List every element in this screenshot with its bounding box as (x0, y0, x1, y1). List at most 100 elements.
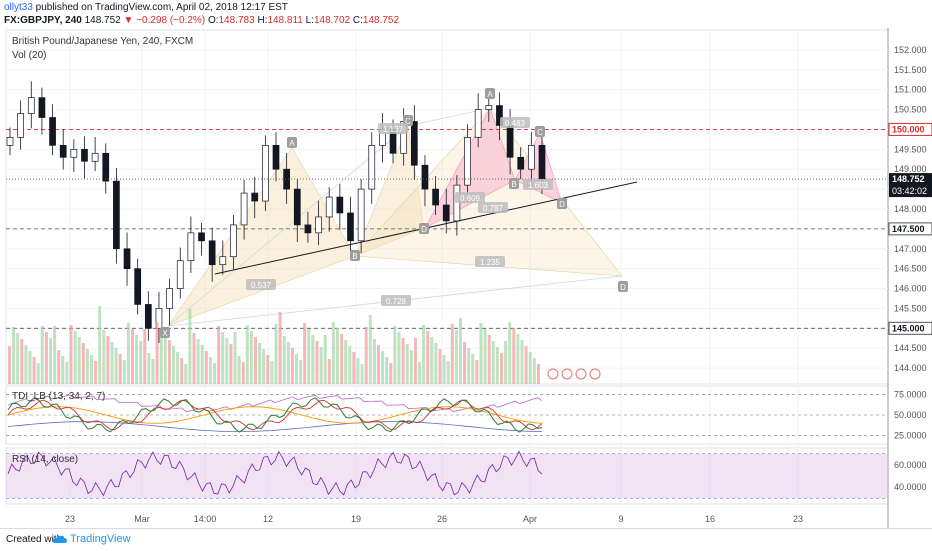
volume-bar (53, 326, 57, 384)
chart-canvas[interactable]: 144.000 144.500 145.000 145.500 146.000 146.5… (0, 28, 932, 548)
time-tick-label: Apr (523, 514, 537, 524)
candle-body (123, 248, 131, 270)
level-badge (888, 321, 932, 335)
volume-bar (467, 348, 471, 384)
volume-bar (106, 336, 110, 384)
volume-bar (241, 362, 245, 384)
volume-bar (307, 329, 311, 384)
close-label: C: (352, 15, 363, 26)
candle-body (27, 97, 35, 114)
publish-info: published on TradingView.com, April 02, … (32, 2, 288, 13)
price-tick-label: 144.500 (894, 343, 927, 353)
volume-bar (278, 312, 282, 384)
pattern-leg (167, 125, 409, 327)
volume-bar (422, 325, 426, 384)
volume-bar (40, 326, 44, 384)
ratio-badge (378, 123, 408, 134)
volume-bar (459, 318, 462, 384)
tdi-title: TDI_LB (13, 34, 2, 7) (12, 391, 105, 402)
tdi-rsi-line (7, 396, 543, 433)
candle-body (251, 192, 259, 202)
volume-bar (397, 332, 401, 384)
candle-body (81, 148, 88, 162)
candle-body (538, 144, 546, 180)
volume-bar (8, 346, 11, 384)
volume-bar (20, 339, 24, 384)
volume-bar (516, 334, 520, 384)
candle-body (134, 268, 142, 305)
volume-bar (213, 363, 216, 384)
volume-bar (418, 362, 421, 384)
rsi-tick-label: 60.0000 (894, 460, 927, 470)
volume-bar (233, 332, 237, 384)
volume-bar (204, 351, 208, 384)
ratio-label: 1.603 (528, 181, 549, 190)
ohlc-line: FX:GBPJPY, 240 148.752 ▼ −0.298 (−0.2%) … (4, 15, 399, 26)
pattern-point-badge (287, 137, 297, 148)
volume-bar (368, 315, 372, 384)
tdi-base-line (7, 406, 543, 424)
rsi-title: RSI (14, close) (12, 454, 78, 465)
tradingview-brand[interactable]: TradingView (70, 533, 131, 545)
pattern-point-badge (350, 250, 360, 261)
volume-bar (114, 348, 118, 384)
volume-bar (155, 322, 159, 384)
volume-bar (446, 361, 450, 384)
candle-body (304, 224, 312, 234)
open-value: 148.783 (218, 15, 255, 26)
volume-bars (8, 306, 540, 384)
volume-bar (504, 341, 508, 384)
volume-bar (262, 349, 266, 384)
candle-body (506, 125, 514, 158)
volume-bar (249, 331, 253, 384)
last-price-label: 148.752 (892, 174, 925, 184)
volume-bar (184, 364, 188, 384)
last-price: 148.752 (84, 15, 121, 26)
candle-body (113, 180, 120, 250)
volume-bar (331, 322, 335, 384)
candle-body (91, 152, 99, 162)
volume-bar (57, 350, 61, 384)
volume-bar (409, 350, 413, 384)
volume-bar (24, 345, 28, 384)
volume-bar (28, 351, 32, 384)
volume-bar (381, 351, 385, 384)
price-tick-label: 145.500 (894, 303, 927, 313)
volume-bar (73, 331, 77, 384)
candle-body (485, 105, 493, 110)
volume-bar (274, 324, 278, 384)
candle-body (230, 224, 237, 258)
candle-body (187, 232, 195, 262)
pattern-point-label: C (537, 128, 543, 137)
rsi-pane (5, 447, 889, 505)
pattern-point-label: D (620, 283, 626, 292)
volume-bar (102, 330, 106, 384)
volume-bar (401, 338, 405, 384)
time-tick-label: 23 (793, 514, 803, 524)
ratio-label: 0.609 (460, 194, 481, 203)
volume-title: Vol (20) (12, 50, 46, 61)
volume-bar (299, 360, 303, 384)
candle-body (336, 196, 344, 214)
volume-bar (221, 332, 225, 384)
volume-bar (147, 353, 151, 384)
time-tick-label: 14:00 (194, 514, 217, 524)
volume-bar (126, 323, 130, 384)
volume-bar (16, 333, 20, 384)
publish-line: ollyt33 published on TradingView.com, Ap… (4, 2, 288, 13)
volume-bar (311, 335, 315, 384)
time-tick-label: Mar (134, 514, 150, 524)
volume-bar (500, 353, 503, 384)
ratio-label: 0.483 (505, 119, 526, 128)
ratio-badge (246, 279, 276, 290)
candle-body (442, 204, 450, 222)
ratio-badge (455, 192, 485, 203)
candle-body (208, 240, 216, 266)
candle-body (421, 164, 429, 190)
author-link[interactable]: ollyt33 (4, 2, 33, 13)
candle-body (70, 148, 78, 158)
low-value: 148.702 (313, 15, 351, 26)
volume-bar (389, 363, 393, 384)
symbol-label[interactable]: FX:GBPJPY, 240 (4, 15, 82, 26)
volume-bar (217, 326, 221, 384)
